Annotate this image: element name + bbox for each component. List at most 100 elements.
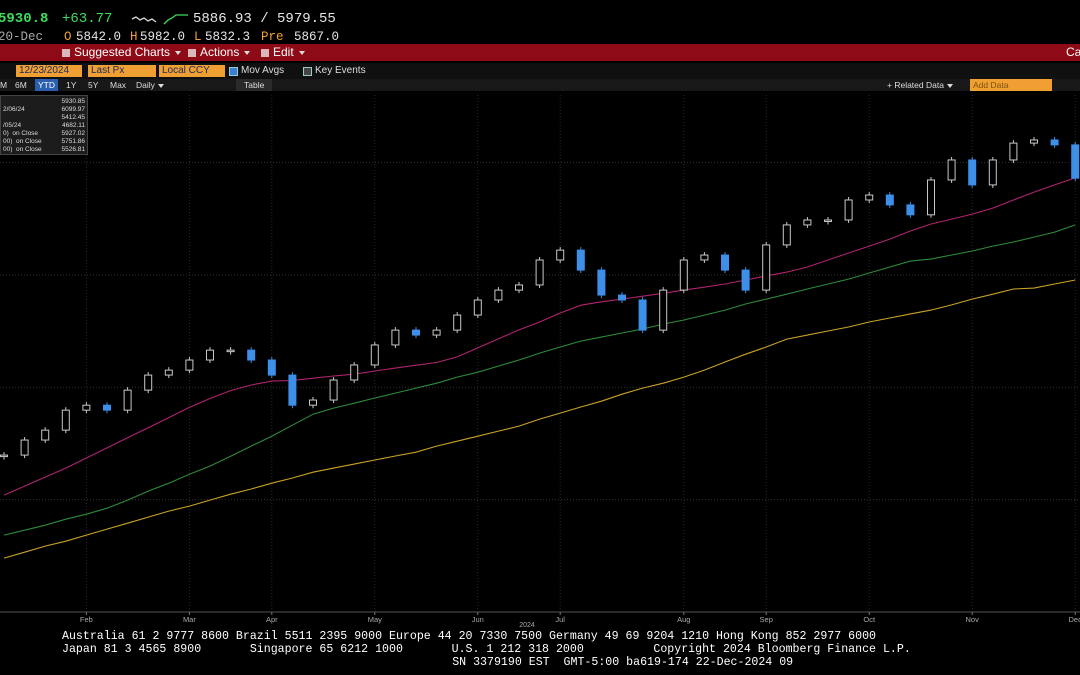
legend-row: 0) on Close 5927.02 — [3, 130, 85, 138]
candle — [494, 289, 503, 301]
menu-item[interactable]: Ca — [1052, 45, 1080, 60]
candle — [597, 269, 606, 296]
moving-average-line — [3, 279, 1076, 559]
candle — [679, 259, 688, 291]
candle — [618, 294, 626, 301]
period-button[interactable]: 6M — [15, 80, 27, 90]
key-events-label[interactable]: Key Events — [315, 65, 366, 76]
legend-label: 00) on Close — [3, 138, 42, 145]
open-label: O — [64, 30, 72, 44]
menu-item[interactable]: Actions — [186, 45, 253, 60]
x-tick-label: Dec — [1069, 615, 1080, 624]
candle — [61, 409, 70, 431]
frequency-menu[interactable]: Daily — [133, 79, 167, 91]
candle — [82, 404, 91, 411]
candle — [20, 439, 29, 456]
candle — [185, 359, 194, 371]
candle — [1030, 139, 1038, 144]
legend-value: 5412.45 — [61, 114, 86, 121]
period-button[interactable]: M — [0, 80, 8, 90]
legend-row: 2/06/24 6099.97 — [3, 106, 85, 114]
candle — [391, 329, 400, 346]
x-tick-label: Oct — [863, 615, 876, 624]
candle — [947, 159, 956, 181]
legend-row: 5412.45 — [3, 114, 86, 122]
candle — [206, 349, 214, 361]
moving-average-line — [3, 224, 1076, 536]
x-tick-label: Jun — [472, 615, 484, 624]
candle — [762, 244, 771, 291]
candle — [350, 364, 359, 381]
candle — [535, 259, 544, 286]
checkbox[interactable] — [303, 67, 312, 76]
date-field[interactable]: 12/23/2024 — [16, 65, 82, 77]
candle — [721, 254, 729, 271]
candle — [988, 159, 997, 186]
candle — [123, 389, 132, 411]
sparkline-icon — [131, 14, 188, 25]
candle — [824, 219, 832, 222]
candle — [370, 344, 379, 366]
menu-label: Actions — [200, 45, 240, 59]
price-chart: 2024 Feb Mar Apr May Jun Jul Aug Sep Oct Nov Dec — [0, 92, 1080, 630]
candle — [288, 374, 297, 406]
period-button[interactable]: Max — [110, 80, 127, 90]
currency-field[interactable]: Local CCY — [159, 65, 225, 77]
menu-label: Edit — [273, 45, 294, 59]
candle — [906, 204, 915, 216]
footer: Australia 61 2 9777 8600 Brazil 5511 239… — [0, 630, 1080, 669]
frequency-label: Daily — [136, 80, 155, 90]
candle — [515, 284, 523, 291]
year-label: 2024 — [519, 622, 535, 629]
candle — [1009, 142, 1018, 161]
menu-item[interactable]: Edit — [259, 45, 308, 60]
low-value: 5832.3 — [205, 30, 251, 44]
pre-label: Pre — [261, 30, 284, 44]
legend-value: 5930.85 — [61, 98, 86, 105]
candle — [741, 269, 750, 291]
x-tick-label: Jul — [555, 615, 565, 624]
candle — [226, 349, 235, 353]
period-button[interactable]: 1Y — [66, 80, 77, 90]
related-data-menu[interactable]: + Related Data — [884, 79, 956, 91]
table-button[interactable]: Table — [236, 79, 273, 91]
high-label: H — [130, 30, 138, 44]
legend-value: 4682.11 — [61, 122, 85, 129]
price-field[interactable]: Last Px — [88, 65, 156, 77]
period-button[interactable]: YTD — [35, 79, 58, 91]
legend-value: 5751.86 — [61, 138, 86, 145]
footer-line: SN 3379190 EST GMT-5:00 ba619-174 22-Dec… — [0, 656, 794, 669]
candle — [1071, 144, 1080, 179]
x-tick-label: Nov — [966, 615, 980, 624]
candle — [329, 379, 338, 401]
quote-date: 20-Dec — [0, 30, 44, 44]
checkbox[interactable] — [229, 67, 238, 76]
legend-row: 00) on Close 5751.86 — [3, 138, 85, 146]
candle — [144, 374, 153, 391]
legend-box: 5930.85 2/06/24 6099.97 5412.45/05/24 4682.1… — [0, 95, 88, 155]
menu-label: Suggested Charts — [74, 45, 171, 59]
candle — [0, 454, 8, 458]
candle — [865, 194, 874, 201]
x-tick-label: Apr — [266, 615, 278, 624]
x-tick-label: Sep — [760, 615, 773, 624]
candle — [41, 429, 50, 441]
add-data-field[interactable]: Add Data — [970, 79, 1052, 91]
candle — [247, 349, 256, 361]
legend-row: 5930.85 — [3, 98, 86, 106]
x-tick-label: May — [368, 615, 382, 624]
menu-item[interactable]: Suggested Charts — [60, 45, 184, 60]
period-button[interactable]: 5Y — [88, 80, 99, 90]
candle — [412, 329, 420, 336]
menu-bar: Suggested Charts Actions Edit Ca — [0, 44, 1080, 61]
candle — [1050, 139, 1059, 146]
candle — [659, 289, 668, 331]
x-tick-label: Aug — [677, 615, 690, 624]
open-value: 5842.0 — [76, 30, 122, 44]
candle — [453, 314, 462, 331]
low-label: L — [194, 30, 202, 44]
price-change: +63.77 — [62, 11, 113, 27]
mov-avgs-label[interactable]: Mov Avgs — [241, 65, 285, 76]
chart-background — [0, 92, 1080, 630]
